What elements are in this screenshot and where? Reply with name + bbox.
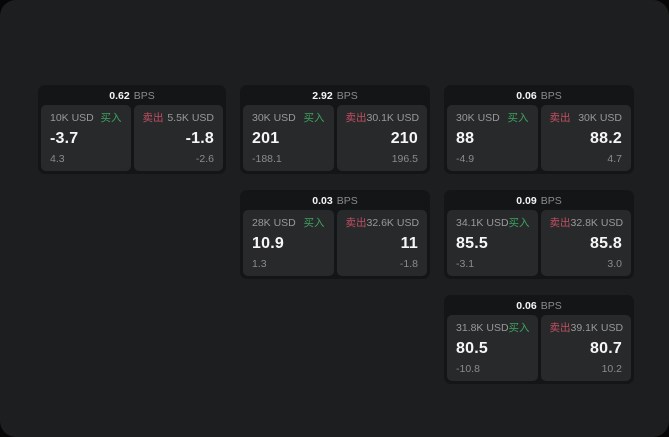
buy-amount: 34.1K USD: [456, 217, 509, 229]
buy-amount: 28K USD: [252, 217, 296, 229]
bps-header: 0.09 BPS: [447, 193, 631, 210]
buy-price: 10.9: [252, 234, 284, 252]
sell-delta: 4.7: [607, 152, 622, 165]
bps-value: 0.62: [109, 90, 130, 103]
sell-label: 卖出: [142, 112, 164, 124]
buy-quote-pane[interactable]: 28K USD 买入 10.9 1.3: [243, 210, 334, 276]
sell-quote-pane[interactable]: 卖出 32.8K USD 85.8 3.0: [540, 210, 631, 276]
quote-body: 10K USD 买入 -3.7 4.3 卖出 5.5K USD -1.8 -2.…: [41, 105, 223, 171]
buy-label: 买入: [303, 217, 325, 229]
buy-label: 买入: [508, 322, 530, 334]
sell-price: 85.8: [590, 234, 622, 252]
bps-value: 0.06: [516, 300, 537, 313]
quote-card: 0.06 BPS 30K USD 买入 88 -4.9 卖出 30K USD: [444, 85, 634, 174]
sell-amount: 32.6K USD: [366, 217, 420, 229]
sell-quote-pane[interactable]: 卖出 30K USD 88.2 4.7: [540, 105, 631, 171]
buy-delta: 4.3: [50, 152, 65, 165]
quote-card: 0.09 BPS 34.1K USD 买入 85.5 -3.1 卖出 32.8K…: [444, 190, 634, 279]
sell-amount: 30K USD: [578, 112, 622, 124]
sell-label: 卖出: [345, 112, 367, 124]
buy-quote-pane[interactable]: 10K USD 买入 -3.7 4.3: [41, 105, 131, 171]
bps-unit-label: BPS: [540, 195, 562, 208]
quote-body: 30K USD 买入 201 -188.1 卖出 30.1K USD 210 1…: [243, 105, 427, 171]
buy-price: -3.7: [50, 129, 79, 147]
buy-price: 201: [252, 129, 280, 147]
bps-unit-label: BPS: [336, 90, 358, 103]
sell-quote-pane[interactable]: 卖出 30.1K USD 210 196.5: [336, 105, 427, 171]
bps-value: 0.06: [516, 90, 537, 103]
sell-label: 卖出: [549, 322, 571, 334]
sell-delta: 196.5: [391, 152, 418, 165]
bps-header: 2.92 BPS: [243, 88, 427, 105]
buy-delta: -3.1: [456, 257, 475, 270]
bps-header: 0.06 BPS: [447, 298, 631, 315]
sell-amount: 30.1K USD: [366, 112, 420, 124]
bps-header: 0.03 BPS: [243, 193, 427, 210]
sell-label: 卖出: [345, 217, 367, 229]
buy-amount: 10K USD: [50, 112, 94, 124]
sell-quote-pane[interactable]: 卖出 39.1K USD 80.7 10.2: [540, 315, 631, 381]
bps-header: 0.62 BPS: [41, 88, 223, 105]
bps-unit-label: BPS: [540, 90, 562, 103]
quote-body: 34.1K USD 买入 85.5 -3.1 卖出 32.8K USD 85.8…: [447, 210, 631, 276]
quote-card: 0.03 BPS 28K USD 买入 10.9 1.3 卖出 32.6K US…: [240, 190, 430, 279]
buy-delta: -188.1: [252, 152, 282, 165]
buy-label: 买入: [303, 112, 325, 124]
sell-delta: -2.6: [195, 152, 214, 165]
quote-card: 0.06 BPS 31.8K USD 买入 80.5 -10.8 卖出 39.1…: [444, 295, 634, 384]
buy-quote-pane[interactable]: 31.8K USD 买入 80.5 -10.8: [447, 315, 538, 381]
sell-price: 11: [400, 234, 418, 252]
buy-amount: 31.8K USD: [456, 322, 509, 334]
sell-delta: 10.2: [601, 362, 622, 375]
buy-amount: 30K USD: [252, 112, 296, 124]
sell-label: 卖出: [549, 217, 571, 229]
sell-price: -1.8: [185, 129, 214, 147]
sell-delta: 3.0: [607, 257, 622, 270]
buy-price: 85.5: [456, 234, 488, 252]
bps-unit-label: BPS: [540, 300, 562, 313]
quote-body: 30K USD 买入 88 -4.9 卖出 30K USD 88.2 4.7: [447, 105, 631, 171]
quote-card: 2.92 BPS 30K USD 买入 201 -188.1 卖出 30.1K …: [240, 85, 430, 174]
quote-body: 28K USD 买入 10.9 1.3 卖出 32.6K USD 11 -1.8: [243, 210, 427, 276]
sell-quote-pane[interactable]: 卖出 32.6K USD 11 -1.8: [336, 210, 427, 276]
buy-label: 买入: [508, 217, 530, 229]
bps-value: 0.09: [516, 195, 537, 208]
quote-body: 31.8K USD 买入 80.5 -10.8 卖出 39.1K USD 80.…: [447, 315, 631, 381]
bps-value: 2.92: [312, 90, 333, 103]
sell-price: 210: [390, 129, 418, 147]
buy-delta: -10.8: [456, 362, 480, 375]
quote-grid: 0.62 BPS 10K USD 买入 -3.7 4.3 卖出 5.5K USD: [38, 85, 634, 384]
buy-quote-pane[interactable]: 34.1K USD 买入 85.5 -3.1: [447, 210, 538, 276]
sell-amount: 32.8K USD: [570, 217, 624, 229]
sell-label: 卖出: [549, 112, 571, 124]
bps-unit-label: BPS: [133, 90, 155, 103]
sell-quote-pane[interactable]: 卖出 5.5K USD -1.8 -2.6: [133, 105, 223, 171]
sell-delta: -1.8: [399, 257, 418, 270]
quote-card: 0.62 BPS 10K USD 买入 -3.7 4.3 卖出 5.5K USD: [38, 85, 226, 174]
bps-value: 0.03: [312, 195, 333, 208]
buy-delta: -4.9: [456, 152, 475, 165]
sell-amount: 5.5K USD: [167, 112, 214, 124]
buy-quote-pane[interactable]: 30K USD 买入 201 -188.1: [243, 105, 334, 171]
bps-unit-label: BPS: [336, 195, 358, 208]
bps-header: 0.06 BPS: [447, 88, 631, 105]
buy-delta: 1.3: [252, 257, 267, 270]
sell-price: 80.7: [590, 339, 622, 357]
buy-price: 80.5: [456, 339, 488, 357]
buy-price: 88: [456, 129, 475, 147]
buy-label: 买入: [100, 112, 122, 124]
buy-amount: 30K USD: [456, 112, 500, 124]
buy-quote-pane[interactable]: 30K USD 买入 88 -4.9: [447, 105, 538, 171]
sell-price: 88.2: [590, 129, 622, 147]
buy-label: 买入: [507, 112, 529, 124]
sell-amount: 39.1K USD: [570, 322, 624, 334]
